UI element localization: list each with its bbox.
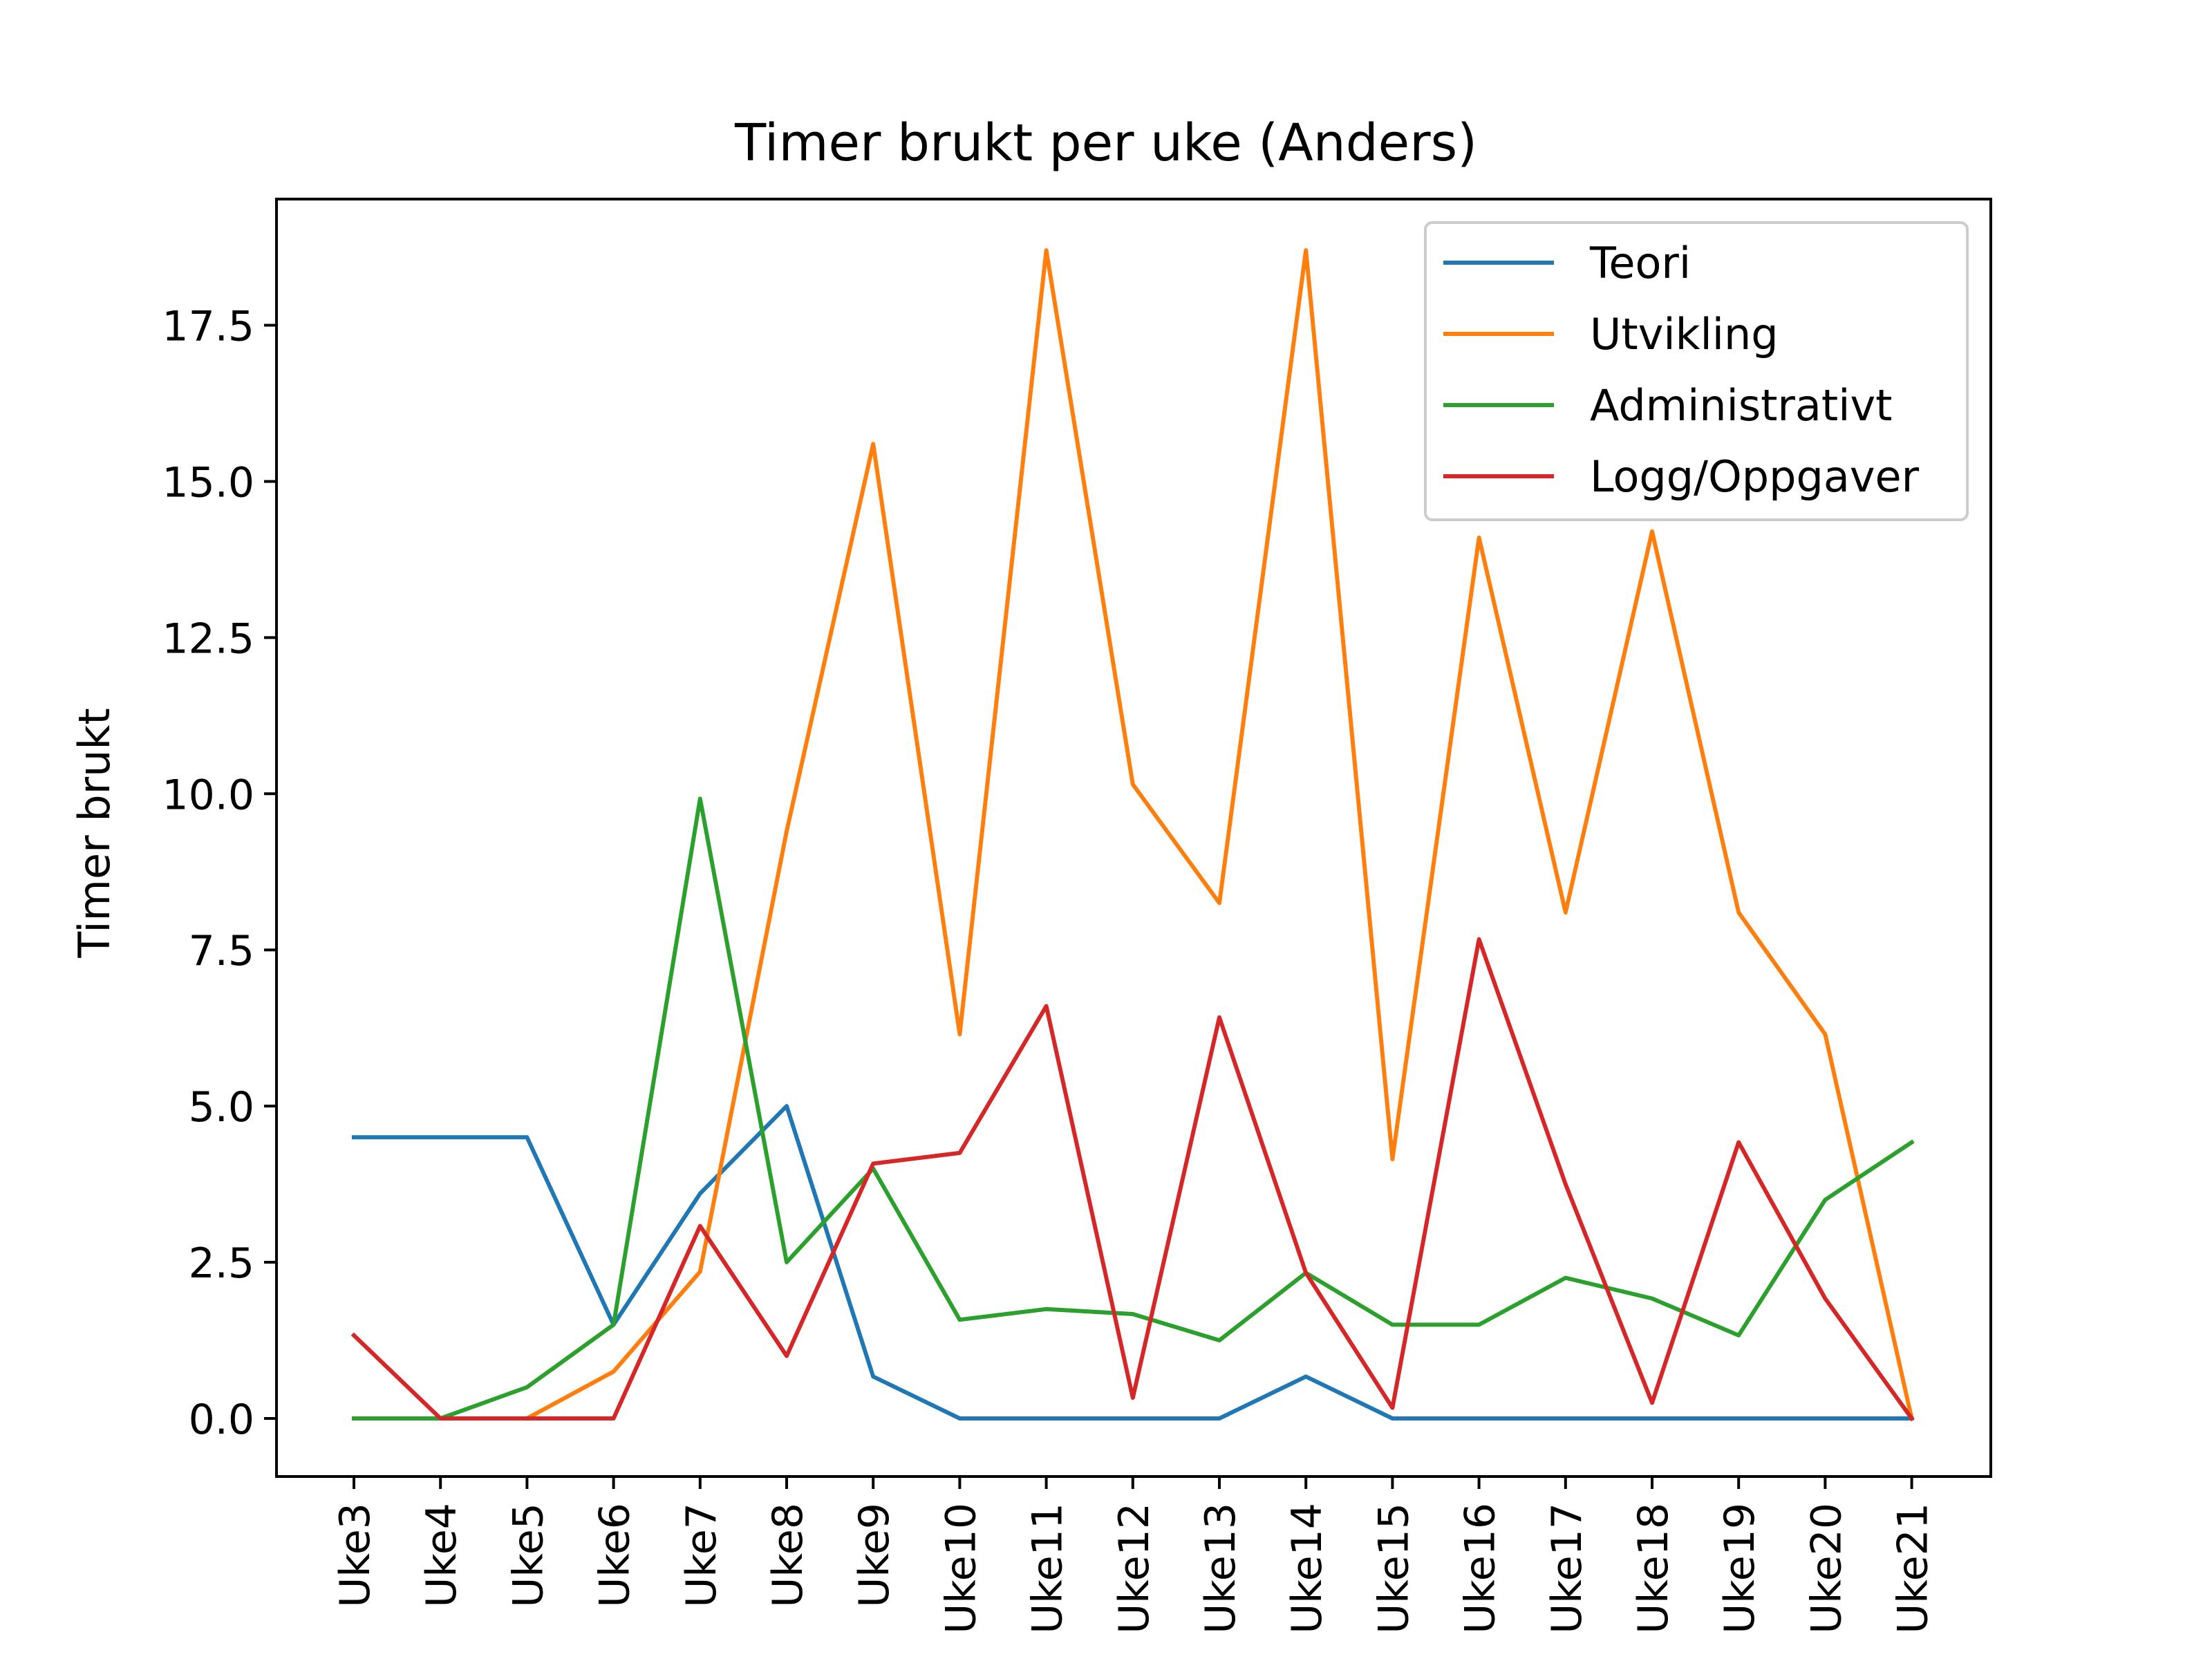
legend-label: Teori — [1589, 238, 1691, 288]
legend-label: Logg/Oppgaver — [1590, 451, 1920, 502]
y-axis-label: Timer brukt — [69, 708, 120, 958]
y-tick-label: 10.0 — [162, 771, 254, 819]
chart-title: Timer brukt per uke (Anders) — [734, 113, 1477, 173]
x-tick-label: Uke13 — [1197, 1503, 1245, 1634]
series-lines — [350, 248, 1915, 1422]
series-line-administrativt — [352, 796, 1915, 1421]
y-tick-label: 2.5 — [189, 1239, 254, 1288]
legend: Teori Utvikling Administrativt Logg/Oppgave… — [1424, 221, 1969, 521]
x-tick-label: Uke10 — [937, 1503, 985, 1634]
x-tick-label: Uke8 — [764, 1503, 812, 1608]
x-tick-label: Uke12 — [1110, 1503, 1159, 1634]
x-tick-label: Uke20 — [1802, 1503, 1850, 1634]
x-tick-label: Uke21 — [1889, 1503, 1938, 1634]
x-tick-label: Uke11 — [1024, 1503, 1072, 1634]
series-line-logg-oppgaver — [350, 937, 1915, 1422]
x-tick-label: Uke16 — [1456, 1503, 1505, 1634]
x-tick-label: Uke9 — [850, 1503, 899, 1608]
legend-box — [1424, 221, 1969, 521]
legend-label: Administrativt — [1590, 380, 1892, 431]
x-tick-label: Uke4 — [418, 1503, 466, 1608]
y-tick-label: 0.0 — [189, 1396, 254, 1444]
x-tick-label: Uke6 — [591, 1503, 639, 1608]
y-tick-label: 12.5 — [162, 615, 254, 663]
plot-area-frame — [275, 198, 1992, 1478]
axis-ticks: 0.0 2.5 5.0 7.5 10.0 12.5 15.0 17.5 Uke3 Uke4 Uke5… — [162, 303, 1937, 1634]
series-line-utvikling — [352, 248, 1915, 1421]
x-tick-label: Uke5 — [504, 1503, 552, 1608]
x-tick-label: Uke14 — [1283, 1503, 1331, 1634]
y-tick-label: 15.0 — [162, 458, 254, 507]
x-tick-label: Uke19 — [1716, 1503, 1764, 1634]
y-tick-label: 7.5 — [189, 927, 254, 975]
y-tick-label: 5.0 — [189, 1083, 254, 1132]
y-tick-label: 17.5 — [162, 303, 254, 351]
x-tick-label: Uke3 — [331, 1503, 379, 1608]
x-tick-label: Uke15 — [1369, 1503, 1418, 1634]
x-tick-label: Uke7 — [677, 1503, 726, 1608]
x-tick-label: Uke18 — [1629, 1503, 1678, 1634]
x-tick-label: Uke17 — [1543, 1503, 1591, 1634]
legend-label: Utvikling — [1590, 309, 1779, 359]
